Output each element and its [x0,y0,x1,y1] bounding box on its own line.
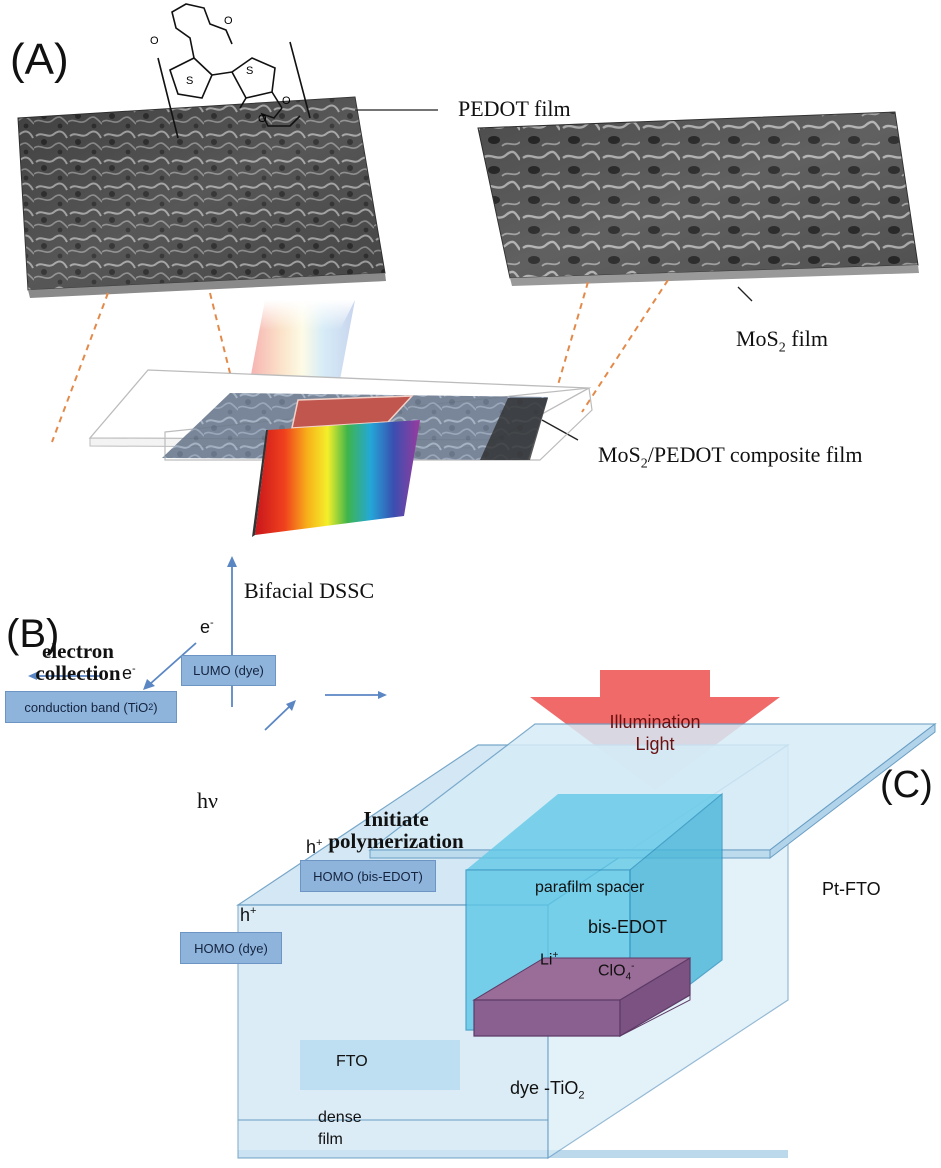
homo-bis-edot-box: HOMO (bis-EDOT) [300,860,436,892]
electron-side-label: e- [122,663,136,683]
mos2-film-label: MoS2 film [736,326,828,356]
projection-lines [51,279,669,443]
oxygen-atom-3: O [282,95,291,107]
bifacial-dssc-label: Bifacial DSSC [244,578,375,603]
pt-fto-label: Pt-FTO [822,879,881,899]
oxygen-atom-2: O [224,15,233,27]
h-plus-bottom-label: h+ [240,905,257,925]
pedot-film-slab [17,96,386,298]
conduction-band-box: conduction band (TiO 2) [5,691,177,723]
panel-a-label: (A) [10,35,69,84]
electron-collection-label: electron collection [35,639,121,686]
panel-b-label: (B) [6,612,60,656]
transmitted-rainbow-beam [255,420,420,535]
initiate-polymerization-label: Initiate polymerization [328,807,464,854]
parafilm-spacer-label: parafilm spacer [535,879,645,896]
bis-edot-label: bis-EDOT [588,917,668,937]
fto-label: FTO [336,1053,368,1070]
oxygen-atom-4: O [258,113,267,125]
sulfur-atom-1: S [186,75,193,87]
mos2-film-slab [477,111,919,286]
hv-label: hν [197,788,218,813]
perchlorate-ion-label: ClO4- [598,961,635,983]
mos2-leader-line [737,286,753,302]
oxygen-atom-1: O [150,35,159,47]
electron-top-label: e- [200,617,214,637]
dssc-cell-assembly [236,722,937,1160]
illumination-light-label: Illumination Light [609,712,701,754]
dye-tio2-label: dye -TiO2 [510,1078,585,1102]
sulfur-atom-2: S [246,65,253,77]
li-ion-label: Li+ [540,950,559,969]
pedot-film-label: PEDOT film [458,96,571,121]
composite-leader-line [541,419,579,441]
homo-dye-box: HOMO (dye) [180,932,282,964]
dense-film-label: dense film [318,1109,362,1148]
composite-film-label: MoS2/PEDOT composite film [598,442,863,472]
pedot-chemical-structure [157,3,311,139]
energy-diagram-arrows [28,556,387,731]
lumo-dye-box: LUMO (dye) [181,655,276,686]
h-plus-top-label: h+ [306,837,323,857]
panel-c-label: (C) [880,764,933,806]
